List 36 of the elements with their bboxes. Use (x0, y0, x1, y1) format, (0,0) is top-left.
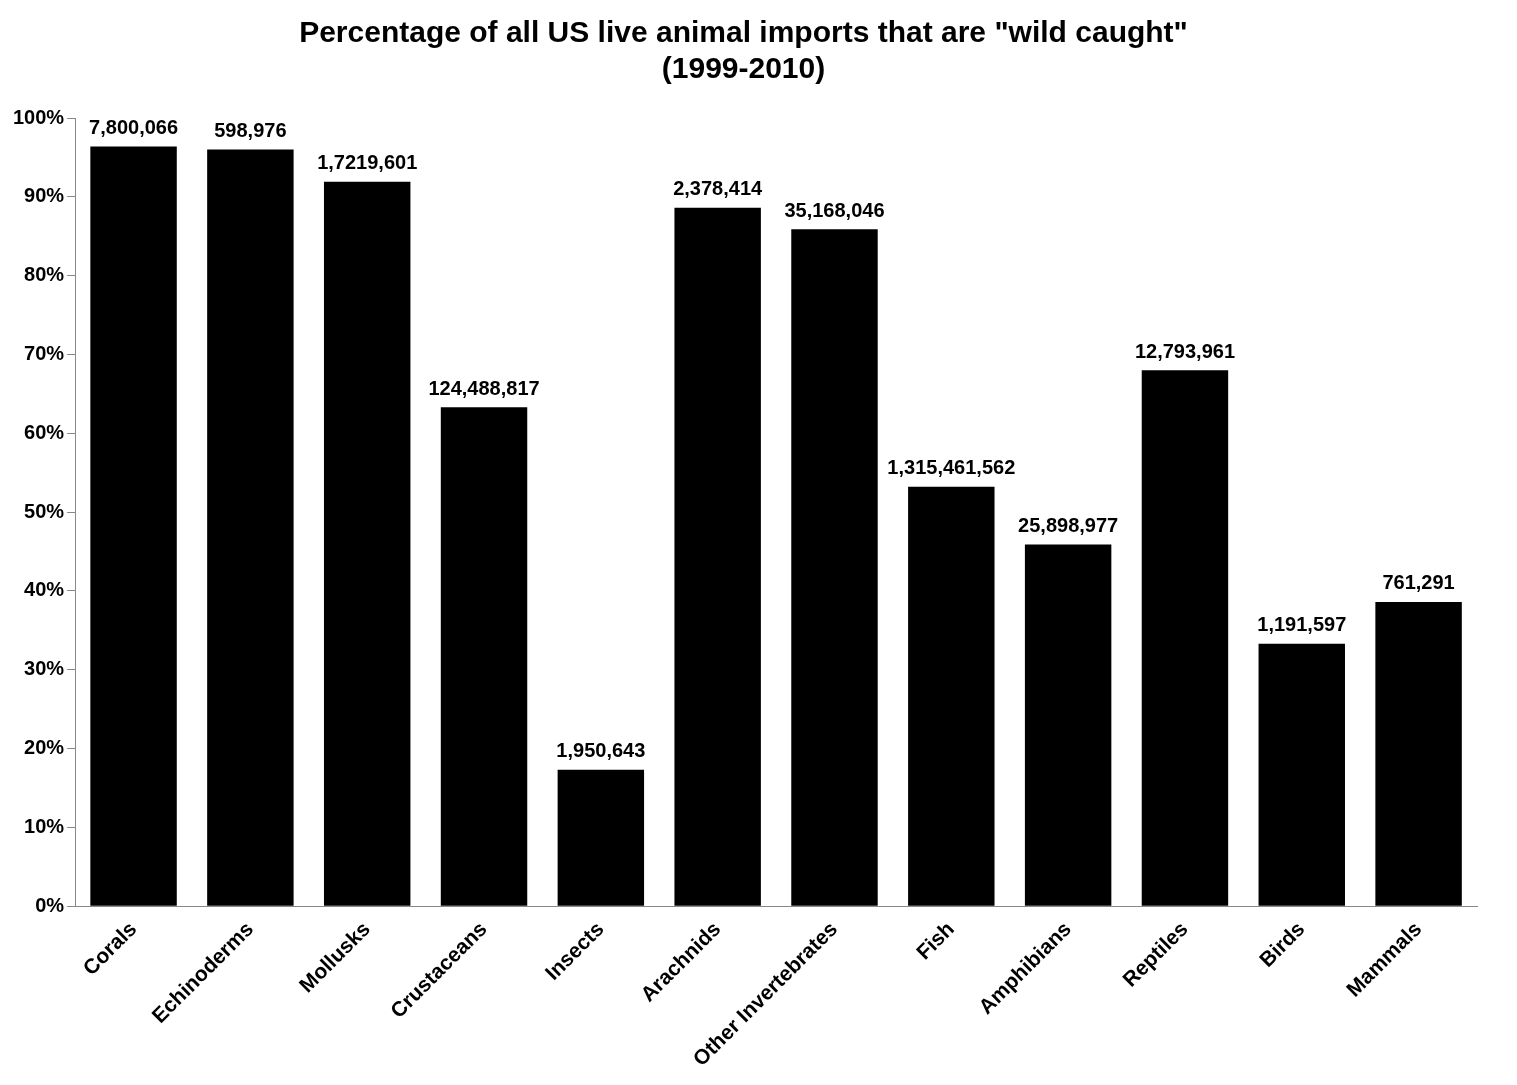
bar (557, 769, 645, 906)
bar (90, 146, 177, 906)
y-tick-label: 20% (24, 736, 65, 759)
bar (674, 207, 761, 906)
y-tick-label: 50% (24, 499, 65, 522)
bar (440, 407, 528, 906)
annotation: 1,950,643 (556, 739, 646, 762)
y-tick-label: 30% (24, 657, 65, 680)
y-tick-label: 100% (13, 105, 65, 128)
bar (1024, 544, 1112, 906)
chart-title: Percentage of all US live animal imports that are "wild caught" (1999-2010) (299, 15, 1188, 85)
annotation: 598,976 (214, 119, 287, 142)
y-tick-label: 40% (24, 578, 65, 601)
annotation: 7,800,066 (89, 115, 179, 138)
annotation: 2,378,414 (673, 177, 764, 200)
annotation: 12,793,961 (1134, 339, 1235, 362)
y-tick-label: 60% (24, 420, 65, 443)
bar (1141, 370, 1229, 906)
annotation: 1,7219,601 (317, 151, 418, 174)
y-tick-label: 0% (35, 893, 65, 916)
bar (323, 181, 411, 906)
bar (908, 486, 995, 906)
annotation: 1,191,597 (1257, 613, 1347, 636)
bar (1258, 643, 1345, 906)
y-tick-label: 90% (24, 184, 65, 207)
bar (207, 149, 294, 906)
annotation: 1,315,461,562 (887, 456, 1016, 479)
y-tick-label: 70% (24, 341, 65, 364)
y-tick-label: 10% (24, 814, 65, 837)
annotation: 25,898,977 (1018, 513, 1119, 536)
bar (1375, 601, 1462, 906)
y-tick-label: 80% (24, 263, 65, 286)
annotation: 124,488,817 (428, 376, 540, 399)
bar (791, 229, 878, 906)
annotation: 35,168,046 (784, 198, 885, 221)
annotation: 761,291 (1382, 571, 1455, 594)
